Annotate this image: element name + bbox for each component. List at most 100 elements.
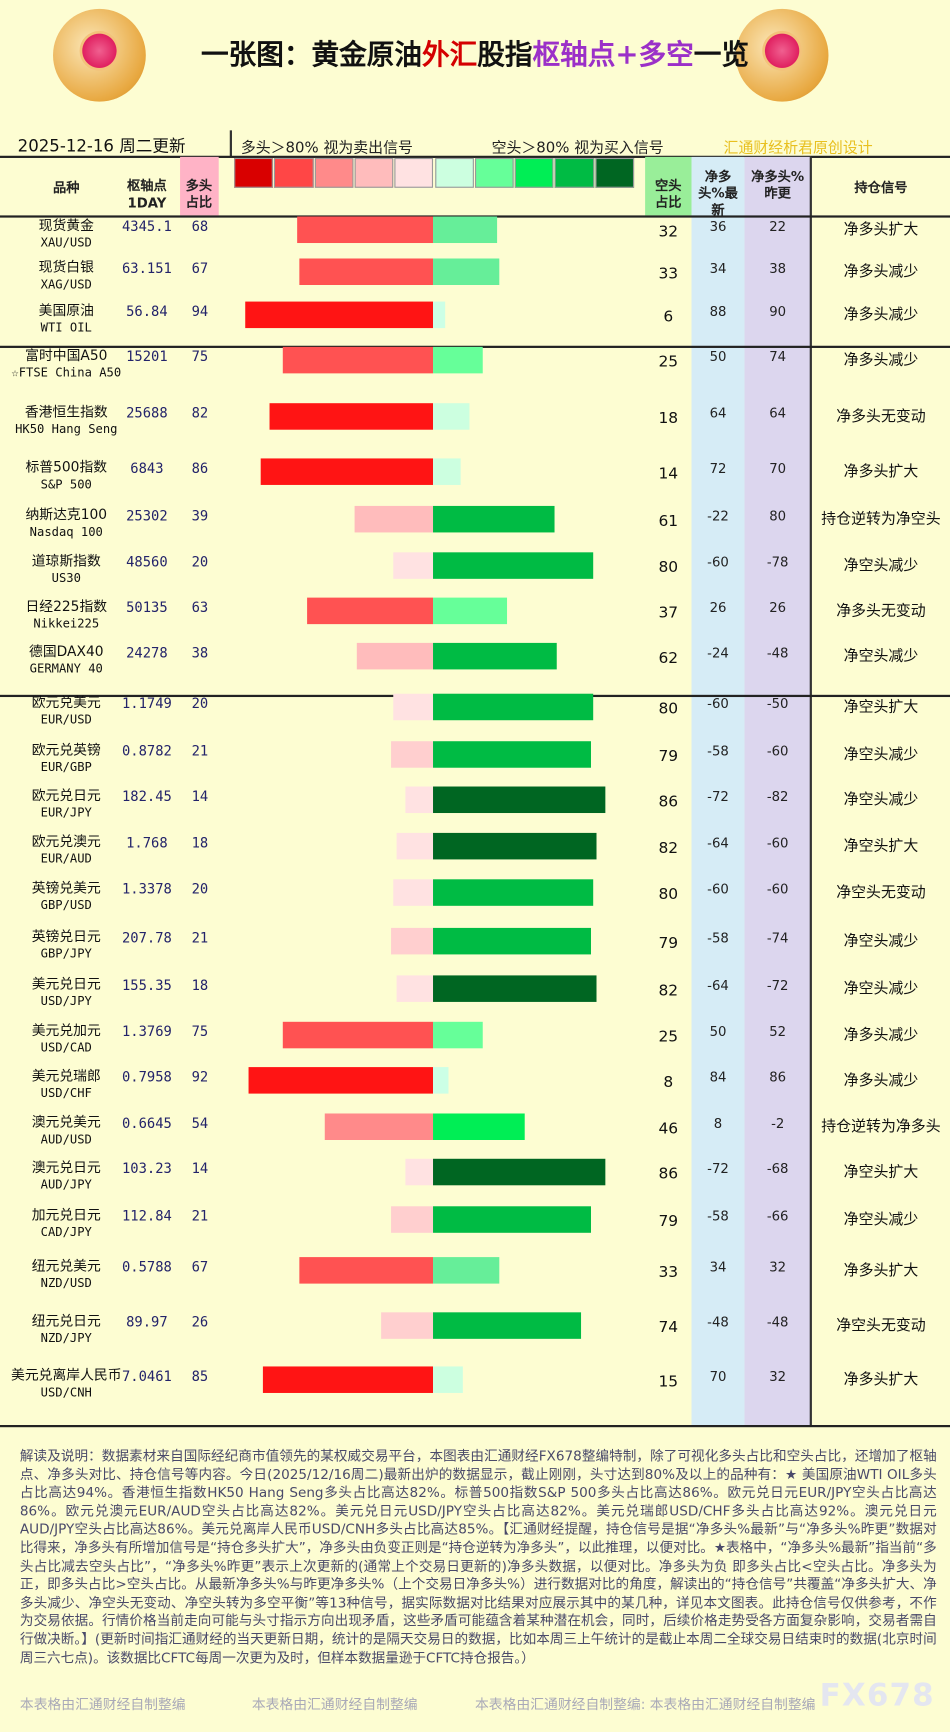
instrument: 加元兑日元 CAD/JPY <box>11 1206 121 1241</box>
short-pct: 25 <box>658 1028 679 1047</box>
pivot: 7.0461 <box>121 1367 172 1385</box>
signal: 净多头减少 <box>843 305 919 324</box>
short-bar <box>433 693 593 721</box>
net-latest: -64 <box>707 977 729 994</box>
instrument-name: 纳斯达克100 <box>25 505 108 523</box>
logo <box>53 8 146 102</box>
net-latest: 36 <box>709 218 727 235</box>
instrument: 纽元兑美元 NZD/USD <box>11 1257 121 1292</box>
short-pct: 33 <box>658 265 679 283</box>
col-header: 枢轴点 <box>127 177 167 194</box>
short-pct: 62 <box>658 649 679 668</box>
net-prev: -60 <box>766 881 789 897</box>
short-pct: 79 <box>658 934 679 953</box>
instrument-name: 欧元兑英镑 <box>31 741 101 758</box>
scale-box <box>234 157 274 188</box>
long-bar <box>299 258 434 285</box>
short-bar <box>433 786 605 814</box>
net-latest: 84 <box>709 1069 727 1085</box>
net-prev: -60 <box>766 743 789 759</box>
brand: FX678 <box>819 1676 935 1714</box>
long-pct: 92 <box>191 1068 209 1085</box>
net-prev: -82 <box>766 788 789 805</box>
title-part: 股指 <box>477 38 533 71</box>
instrument: 现货黄金 XAU/USD <box>11 217 121 252</box>
long-pct: 67 <box>191 1258 209 1275</box>
instrument-name: 德国DAX40 <box>29 642 104 660</box>
instrument: 日经225指数 Nikkei225 <box>11 598 121 633</box>
net-prev: 74 <box>769 349 787 365</box>
instrument-code: USD/CNH <box>40 1385 92 1400</box>
pivot: 89.97 <box>126 1313 168 1330</box>
instrument-name: 欧元兑日元 <box>31 786 101 804</box>
net-prev: 64 <box>769 405 787 421</box>
instrument: 欧元兑澳元 EUR/AUD <box>11 833 121 868</box>
short-pct: 80 <box>658 885 679 904</box>
signal: 净多头扩大 <box>843 462 919 481</box>
long-pct: 20 <box>191 553 209 570</box>
net-latest: 50 <box>709 349 727 365</box>
instrument-code: EUR/AUD <box>40 851 92 867</box>
short-bar <box>433 505 555 533</box>
signal: 净空头减少 <box>843 1210 919 1229</box>
short-pct: 32 <box>658 223 679 241</box>
legend-sell: 多头＞80% 视为卖出信号 <box>240 139 413 157</box>
pivot: 50135 <box>126 598 168 616</box>
net-prev: -48 <box>766 645 789 661</box>
instrument-code: EUR/GBP <box>40 759 92 775</box>
instrument-name: 澳元兑美元 <box>31 1113 101 1131</box>
short-bar <box>433 975 597 1002</box>
long-bar <box>283 346 434 374</box>
short-pct: 61 <box>658 512 679 531</box>
long-bar <box>393 693 434 721</box>
instrument: 美元兑瑞郎 USD/CHF <box>11 1067 121 1102</box>
net-latest: -22 <box>707 508 729 524</box>
instrument-name: 香港恒生指数 <box>24 403 108 420</box>
instrument-code: USD/JPY <box>40 994 92 1009</box>
logo <box>735 8 829 102</box>
instrument: 纳斯达克100 Nasdaq 100 <box>11 506 121 541</box>
signal: 净多头扩大 <box>843 220 919 239</box>
instrument-name: 现货黄金 <box>38 216 94 234</box>
short-bar <box>433 642 557 670</box>
instrument-name: 加元兑日元 <box>31 1206 101 1223</box>
pivot: 0.5788 <box>121 1258 172 1275</box>
instrument-name: 英镑兑美元 <box>31 879 101 896</box>
instrument-code: CAD/JPY <box>40 1225 92 1240</box>
pivot: 103.23 <box>121 1159 172 1177</box>
long-bar <box>357 642 434 670</box>
date: 2025-12-16 周二更新 <box>17 135 186 156</box>
rule <box>0 155 950 158</box>
pivot: 155.35 <box>121 976 172 994</box>
net-prev: 52 <box>769 1024 787 1040</box>
signal: 净空头无变动 <box>836 1316 926 1335</box>
instrument-name: 现货白银 <box>38 258 94 276</box>
short-pct: 15 <box>658 1373 679 1391</box>
scale-box <box>595 157 635 188</box>
instrument-code: XAG/USD <box>40 277 92 292</box>
pivot: 112.84 <box>121 1207 172 1224</box>
instrument: 美元兑离岸人民币 USD/CNH <box>11 1366 121 1401</box>
long-bar <box>391 741 434 768</box>
footer-text: 解读及说明：数据素材来自国际经纪商市值领先的某权威交易平台，本图表由汇通财经FX… <box>19 1448 937 1666</box>
long-bar <box>263 1366 434 1393</box>
instrument-name: 日经225指数 <box>25 597 108 615</box>
signal: 净多头减少 <box>843 1026 919 1044</box>
net-latest: 8 <box>713 1115 723 1132</box>
instrument-code: US30 <box>51 571 81 586</box>
short-bar <box>433 1021 484 1049</box>
net-latest: -58 <box>707 1208 729 1224</box>
instrument: 澳元兑日元 AUD/JPY <box>11 1159 121 1194</box>
divider <box>229 130 232 157</box>
short-pct: 82 <box>658 982 679 1000</box>
instrument: 标普500指数 S&P 500 <box>11 458 121 493</box>
scale-box <box>314 157 354 188</box>
col-header: 1DAY <box>127 195 167 211</box>
signal: 净多头扩大 <box>843 1370 919 1389</box>
net-prev: -60 <box>766 835 789 851</box>
instrument-name: 道琼斯指数 <box>31 552 101 569</box>
instrument: 澳元兑美元 AUD/USD <box>11 1113 121 1148</box>
short-pct: 79 <box>658 1212 679 1231</box>
title-part: 一张图：黄金原油 <box>201 38 422 71</box>
